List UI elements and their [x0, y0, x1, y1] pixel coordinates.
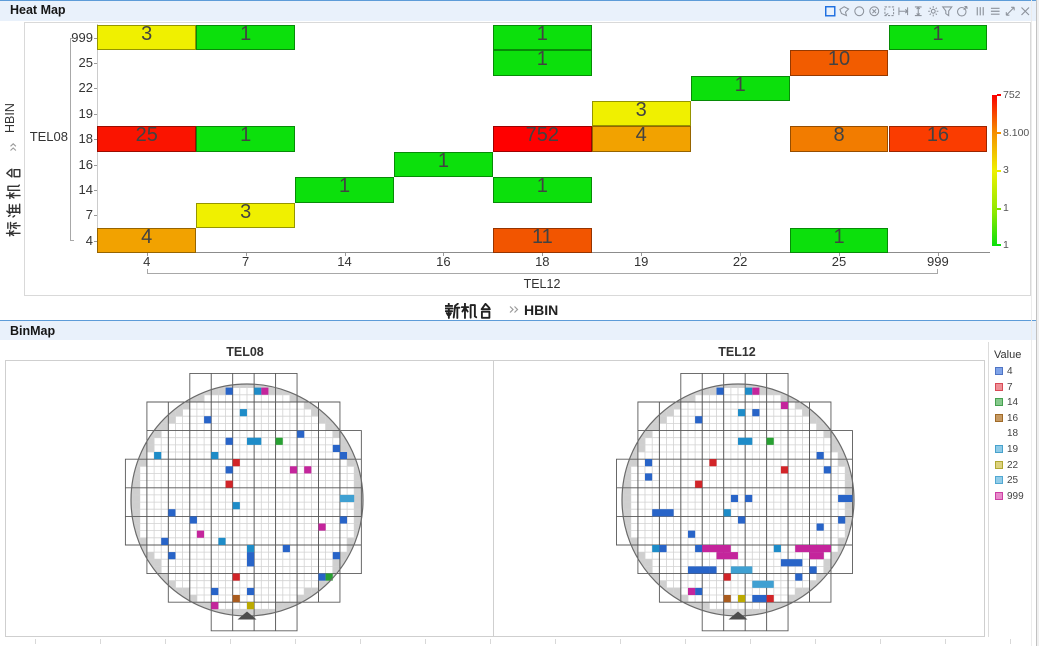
- svg-text:HBIN: HBIN: [3, 103, 17, 133]
